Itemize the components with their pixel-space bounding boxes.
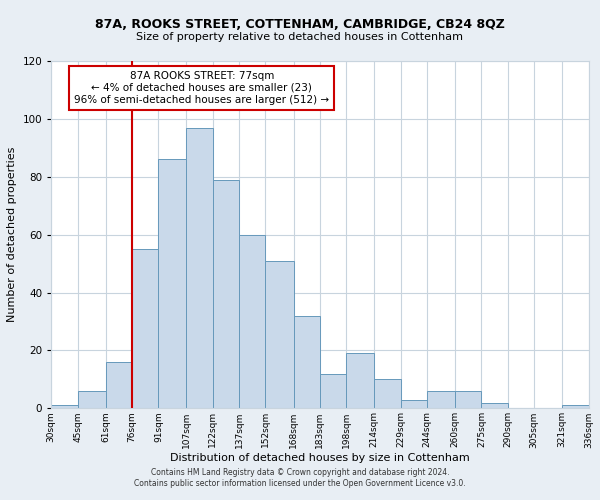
Bar xyxy=(427,391,455,408)
Bar xyxy=(239,234,265,408)
Bar xyxy=(265,260,293,408)
Bar xyxy=(401,400,427,408)
Bar xyxy=(320,374,346,408)
Bar xyxy=(187,128,213,408)
Bar xyxy=(293,316,320,408)
X-axis label: Distribution of detached houses by size in Cottenham: Distribution of detached houses by size … xyxy=(170,453,470,463)
Text: 87A, ROOKS STREET, COTTENHAM, CAMBRIDGE, CB24 8QZ: 87A, ROOKS STREET, COTTENHAM, CAMBRIDGE,… xyxy=(95,18,505,30)
Bar xyxy=(562,406,589,408)
Bar xyxy=(481,402,508,408)
Text: 87A ROOKS STREET: 77sqm
← 4% of detached houses are smaller (23)
96% of semi-det: 87A ROOKS STREET: 77sqm ← 4% of detached… xyxy=(74,72,329,104)
Bar xyxy=(106,362,132,408)
Bar xyxy=(346,354,374,408)
Bar xyxy=(455,391,481,408)
Text: Contains HM Land Registry data © Crown copyright and database right 2024.
Contai: Contains HM Land Registry data © Crown c… xyxy=(134,468,466,487)
Bar xyxy=(374,380,401,408)
Bar xyxy=(77,391,106,408)
Y-axis label: Number of detached properties: Number of detached properties xyxy=(7,147,17,322)
Bar xyxy=(132,249,158,408)
Bar xyxy=(158,160,187,408)
Bar xyxy=(51,406,77,408)
Text: Size of property relative to detached houses in Cottenham: Size of property relative to detached ho… xyxy=(137,32,464,42)
Bar xyxy=(213,180,239,408)
